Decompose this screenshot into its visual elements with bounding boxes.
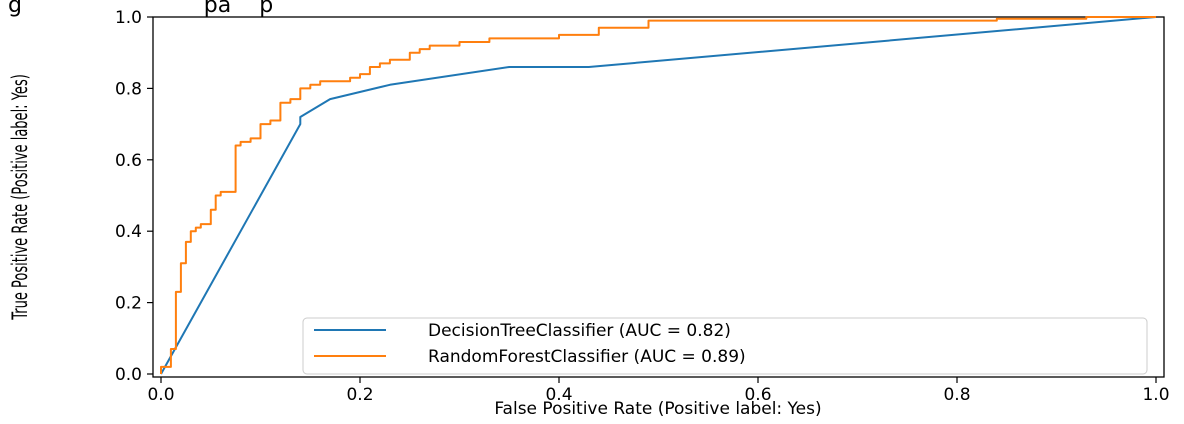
legend-label-random-forest: RandomForestClassifier (AUC = 0.89)	[428, 347, 746, 367]
cropped-caption-fragment: g pa p	[8, 0, 273, 18]
y-tick-label: 0.8	[115, 79, 142, 99]
x-tick-label: 1.0	[1142, 385, 1169, 405]
y-axis-label: True Positive Rate (Positive label: Yes)	[9, 74, 33, 320]
x-axis-ticks: 0.0 0.2 0.4 0.6 0.8 1.0	[147, 377, 1170, 405]
legend: DecisionTreeClassifier (AUC = 0.82) Rand…	[302, 317, 1148, 375]
x-tick-label: 0.2	[346, 385, 373, 405]
legend-box	[302, 317, 1148, 375]
x-tick-label: 0.8	[943, 385, 970, 405]
legend-label-decision-tree: DecisionTreeClassifier (AUC = 0.82)	[428, 321, 731, 341]
series-layer	[160, 16, 1157, 375]
x-tick-label: 0.0	[147, 385, 174, 405]
y-axis-ticks: 0.0 0.2 0.4 0.6 0.8 1.0	[115, 8, 153, 385]
y-tick-label: 0.2	[115, 294, 142, 314]
y-tick-label: 1.0	[115, 8, 142, 28]
y-tick-label: 0.6	[115, 151, 142, 171]
axes-frame	[152, 16, 1165, 378]
x-axis-label: False Positive Rate (Positive label: Yes…	[494, 399, 821, 419]
series-line-1	[160, 16, 1156, 374]
y-tick-label: 0.4	[115, 222, 142, 242]
y-tick-label: 0.0	[115, 365, 142, 385]
plot-area	[152, 16, 1165, 378]
x-tick-label: 0.4	[545, 385, 572, 405]
x-tick-label: 0.6	[744, 385, 771, 405]
series-line-0	[160, 16, 1157, 375]
